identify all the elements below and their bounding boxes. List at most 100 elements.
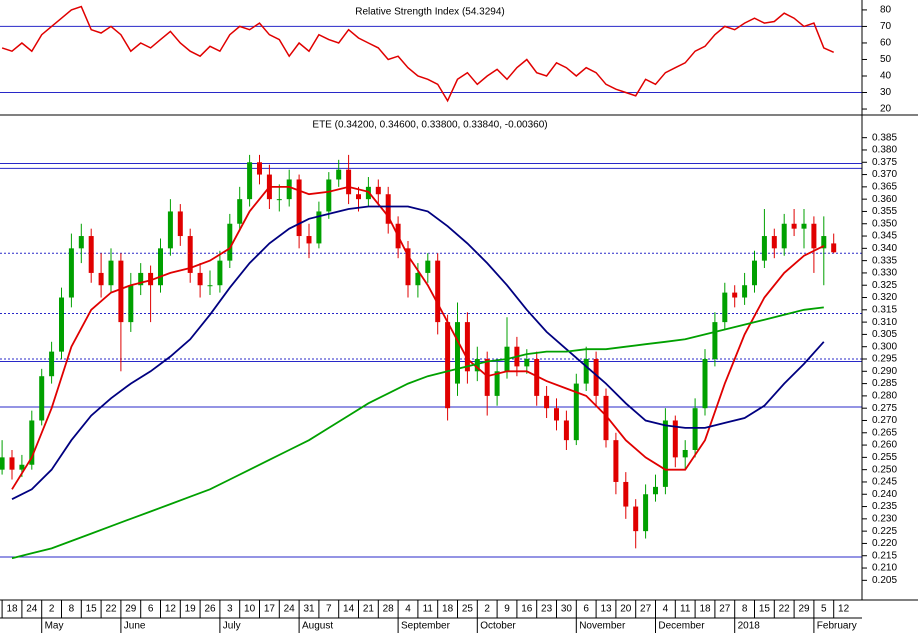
x-tick-label: 4: [663, 604, 669, 615]
candle-body: [187, 236, 193, 273]
candle-body: [29, 420, 35, 465]
y-tick-label: 0.330: [872, 268, 897, 279]
candle-body: [9, 457, 15, 470]
candle-body: [464, 322, 470, 372]
month-label: May: [45, 621, 64, 632]
y-tick-label: 0.280: [872, 391, 897, 402]
candle-body: [247, 162, 253, 200]
candle-body: [544, 395, 550, 409]
x-tick-label: 11: [423, 604, 434, 615]
line-series: [11, 306, 824, 560]
x-tick-label: 21: [363, 604, 375, 615]
x-tick-label: 30: [561, 604, 573, 615]
y-tick-label: 50: [880, 54, 892, 65]
candle-body: [752, 260, 757, 286]
candle-body: [722, 292, 728, 323]
candle-body: [494, 371, 500, 396]
candle-body: [118, 260, 124, 323]
candle-body: [761, 236, 767, 261]
candle-body: [435, 260, 441, 323]
candle-body: [128, 285, 134, 323]
candle-body: [742, 285, 748, 298]
data-layer: [0, 5, 837, 560]
x-tick-label: 17: [264, 604, 276, 615]
x-tick-label: 2: [49, 604, 55, 615]
y-tick-label: 0.325: [872, 280, 897, 291]
line-series: [11, 205, 825, 501]
candle-body: [227, 223, 233, 261]
candle-body: [573, 383, 579, 441]
candle-body: [801, 223, 807, 229]
x-tick-label: 26: [204, 604, 216, 615]
candle-body: [346, 169, 352, 195]
x-tick-label: 28: [383, 604, 395, 615]
y-tick-label: 0.365: [872, 181, 897, 192]
y-tick-label: 60: [880, 38, 892, 49]
chart-title: ETE (0.34200, 0.34600, 0.33800, 0.33840,…: [312, 120, 547, 131]
x-tick-label: 7: [326, 604, 332, 615]
candle-body: [603, 395, 609, 441]
y-tick-label: 0.305: [872, 329, 897, 340]
candle-body: [207, 285, 213, 287]
candle-body: [831, 243, 837, 253]
y-tick-label: 0.310: [872, 317, 897, 328]
y-tick-label: 0.290: [872, 366, 897, 377]
y-tick-label: 0.205: [872, 575, 897, 586]
x-tick-label: 15: [86, 604, 98, 615]
candle-body: [68, 248, 74, 298]
candle-body: [78, 236, 84, 249]
x-tick-label: 13: [600, 604, 612, 615]
x-tick-label: 9: [504, 604, 510, 615]
month-label: June: [124, 621, 146, 632]
candle-body: [49, 351, 55, 377]
candle-body: [59, 297, 64, 352]
y-tick-label: 0.240: [872, 489, 897, 500]
candle-body: [712, 322, 718, 359]
x-tick-label: 10: [244, 604, 256, 615]
month-label: November: [579, 621, 626, 632]
candle-body: [821, 236, 827, 249]
y-tick-label: 0.210: [872, 563, 897, 574]
month-label: July: [223, 621, 241, 632]
x-tick-label: 19: [185, 604, 197, 615]
candle-body: [554, 408, 559, 421]
candle-body: [177, 211, 183, 237]
y-tick-label: 0.320: [872, 292, 897, 303]
candle-body: [88, 236, 94, 273]
y-tick-label: 0.315: [872, 304, 897, 315]
candle-body: [356, 194, 361, 200]
month-label: October: [480, 621, 516, 632]
x-tick-label: 18: [6, 604, 18, 615]
candle-body: [732, 292, 738, 298]
candle-body: [296, 179, 302, 237]
x-tick-label: 2: [484, 604, 490, 615]
y-tick-label: 80: [880, 5, 892, 16]
x-tick-label: 11: [680, 604, 691, 615]
x-tick-label: 22: [779, 604, 791, 615]
y-tick-label: 0.300: [872, 341, 897, 352]
candle-body: [455, 322, 460, 384]
y-tick-label: 0.355: [872, 206, 897, 217]
x-tick-label: 14: [343, 604, 355, 615]
candle-body: [534, 359, 540, 396]
candle-body: [524, 359, 530, 367]
x-tick-label: 6: [583, 604, 589, 615]
candle-body: [484, 359, 490, 396]
candle-body: [425, 260, 431, 273]
x-tick-label: 25: [462, 604, 474, 615]
x-tick-label: 31: [303, 604, 315, 615]
x-tick-label: 29: [798, 604, 810, 615]
x-tick-label: 12: [838, 604, 850, 615]
candle-body: [237, 199, 243, 224]
y-tick-label: 0.340: [872, 243, 897, 254]
y-tick-label: 0.370: [872, 169, 897, 180]
candle-body: [217, 260, 223, 286]
candle-body: [316, 211, 322, 244]
y-tick-label: 0.285: [872, 378, 897, 389]
x-tick-label: 3: [227, 604, 233, 615]
candle-body: [633, 506, 639, 532]
candle-body: [385, 194, 391, 224]
candle-body: [286, 179, 292, 200]
x-tick-label: 8: [69, 604, 75, 615]
